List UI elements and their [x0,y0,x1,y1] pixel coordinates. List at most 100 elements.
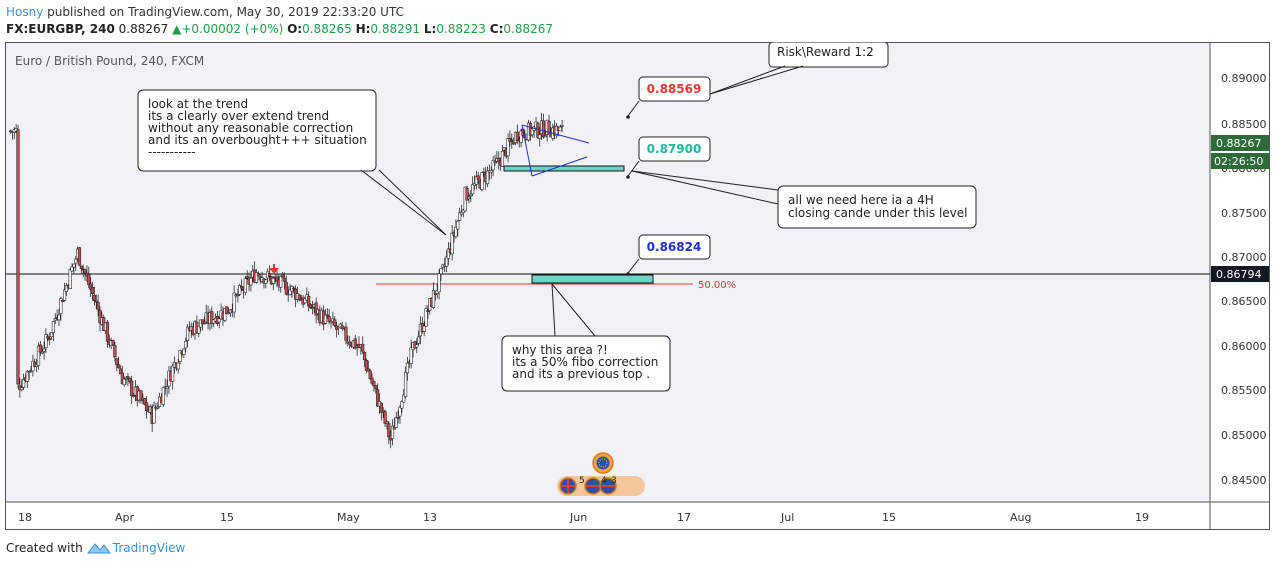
candle-body [117,364,121,369]
trend-note-line: its a clearly over extend trend [148,109,329,123]
event-count: 5 [579,476,585,486]
area-note-line: its a 50% fibo correction [512,355,658,369]
candle-body [53,317,57,321]
candle-body [96,302,100,311]
candle-body [402,394,406,403]
candle-body [456,220,460,230]
candle-body [44,334,48,348]
time-tick: Jul [780,511,794,524]
tradingview-brand[interactable]: TradingView [112,541,186,555]
risk-reward-callout[interactable]: Risk\Reward 1:2 [709,41,889,95]
candle-body [541,120,546,138]
candle-body [68,269,72,289]
candle-body [303,298,307,304]
created-with-label: Created with [6,541,83,555]
time-tick: Aug [1010,511,1031,524]
candle-body [530,128,534,136]
candle-body [327,316,331,323]
candle-body [415,344,419,348]
candle-body [131,395,136,397]
candle-body [480,172,484,190]
candle-body [33,362,37,367]
candle-body [178,350,182,362]
author-link[interactable]: Hosny [6,5,44,19]
candle-body [74,258,78,264]
close-note-callout[interactable]: all we need here ia a 4H closing cande u… [631,170,977,229]
candle-body [83,269,87,274]
close-value: 0.88267 [503,22,553,36]
candle-body [426,309,430,313]
stop-price-callout[interactable]: 0.86824 [626,234,711,276]
candle-body [325,314,329,317]
candle-body [333,319,337,326]
candle-body [223,308,227,321]
candle-body [249,277,253,286]
candle-body [394,417,398,428]
candle-body [482,171,486,174]
candle-body [57,314,61,321]
uk-event-flags-icon[interactable]: 5 4 3 [557,476,645,496]
candle-body [543,135,547,138]
triangle-upper-line[interactable] [521,124,590,144]
candle-body [118,368,123,375]
level-zone-rect[interactable] [503,165,625,172]
trend-note-callout[interactable]: look at the trend its a clearly over ext… [137,89,447,236]
symbol-info-bar: FX:EURGBP, 240 0.88267 ▲+0.00002 (+0%) O… [6,22,553,36]
svg-text:0.86794: 0.86794 [1216,268,1262,281]
candle-body [400,401,404,409]
candle-body [292,287,296,290]
price-chart[interactable]: Euro / British Pound, 240, FXCM 0.89000 … [5,41,1270,530]
chart-container[interactable]: Euro / British Pound, 240, FXCM 0.89000 … [5,41,1270,530]
candle-body [48,338,52,340]
candle-body [79,265,83,269]
price-axis-ticks: 0.89000 0.88500 0.88000 0.87500 0.87000 … [1221,72,1267,487]
area-note-callout[interactable]: why this area ?! its a 50% fibo correcti… [501,283,671,392]
target-price-callout[interactable]: 0.88569 [626,76,711,119]
level-price-callout[interactable]: 0.87900 [626,136,711,179]
candle-body [465,188,469,201]
trend-note-line: and its an overbought+++ situation [148,133,367,147]
candle-body [405,362,410,374]
candle-body [87,273,91,285]
candle-body [46,336,50,339]
candle-body [558,126,562,132]
candle-body [362,352,367,360]
candle-body [364,359,369,371]
candle-body [77,247,82,266]
candle-body [210,311,214,324]
candle-body [113,345,117,358]
candle-body [474,176,478,185]
candle-body [90,287,95,294]
candle-body [279,275,283,288]
candle-body [59,298,63,314]
candle-body [202,322,206,325]
tradingview-logo-icon[interactable] [86,541,111,555]
candle-body [36,345,41,366]
candle-body [130,380,134,397]
countdown-badge: 02:26:50 [1211,153,1269,169]
candle-body [200,319,205,325]
candle-body [20,387,24,391]
candle-body [144,402,149,411]
stop-price-text: 0.86824 [647,240,702,254]
candle-body [387,423,391,437]
candle-body [446,248,451,259]
triangle-lower-line[interactable] [531,156,588,177]
open-label: O: [287,22,303,36]
risk-reward-text: Risk\Reward 1:2 [777,45,874,59]
candle-body [500,150,505,167]
fib-zone-rect[interactable] [531,274,654,284]
eu-event-flag-icon[interactable] [592,452,614,474]
candle-body [390,425,395,439]
candle-body [297,294,301,301]
time-axis[interactable] [5,502,1210,530]
price-tick: 0.87500 [1221,207,1267,220]
candle-body [368,370,372,379]
candle-body [538,134,542,139]
sell-arrow-icon [269,264,279,274]
candle-body [89,283,93,290]
candle-body [491,160,495,171]
footer-branding: Created with TradingView [6,541,185,555]
candle-body [307,295,311,307]
low-label: L: [423,22,437,36]
